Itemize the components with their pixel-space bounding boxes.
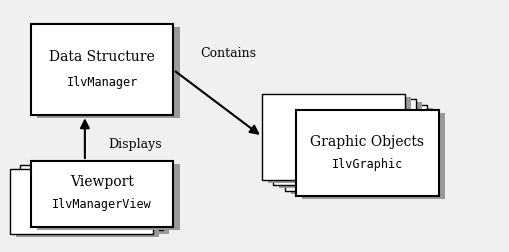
Bar	[279, 103, 421, 188]
Text: Contains: Contains	[200, 46, 256, 59]
Text: IlvManager: IlvManager	[66, 75, 137, 88]
Text: Data Structure: Data Structure	[49, 50, 155, 64]
Text: IlvGraphic: IlvGraphic	[331, 157, 402, 170]
Bar	[262, 94, 404, 180]
Bar	[37, 164, 179, 230]
Text: Displays: Displays	[107, 137, 161, 150]
Bar	[268, 97, 410, 183]
Text: IlvManagerView: IlvManagerView	[52, 198, 152, 211]
Bar	[301, 114, 444, 200]
Bar	[31, 161, 173, 227]
Text: Viewport: Viewport	[70, 174, 134, 188]
Bar	[284, 105, 427, 191]
Bar	[16, 172, 159, 237]
Text: Graphic Objects: Graphic Objects	[309, 134, 423, 148]
Bar	[31, 25, 173, 116]
Bar	[10, 169, 153, 234]
Bar	[20, 165, 163, 231]
Bar	[273, 100, 415, 185]
Bar	[295, 111, 438, 197]
Bar	[26, 168, 169, 234]
Bar	[37, 28, 179, 119]
Bar	[290, 108, 433, 194]
